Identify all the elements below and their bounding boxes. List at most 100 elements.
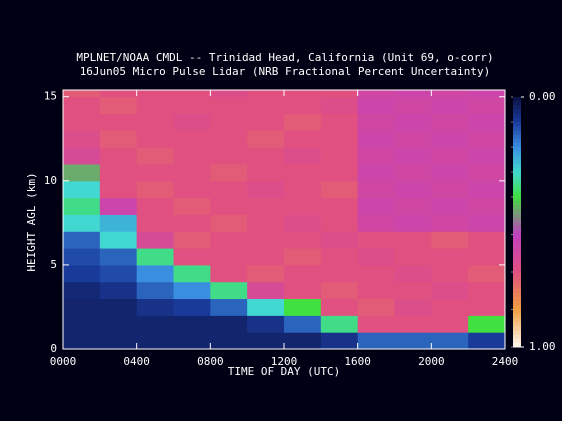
heatmap-cell <box>210 164 248 182</box>
heatmap-cell <box>431 147 469 165</box>
heatmap-cell <box>210 130 248 148</box>
heatmap-cell <box>431 130 469 148</box>
heatmap-cell <box>63 180 101 199</box>
colorbar-segment <box>513 305 521 310</box>
heatmap-cell <box>431 214 469 232</box>
heatmap-cell <box>357 264 395 283</box>
heatmap-cell <box>468 298 506 316</box>
colorbar-segment <box>513 109 521 115</box>
heatmap-cell <box>284 90 322 98</box>
colorbar-segment <box>513 263 521 269</box>
heatmap-cell <box>99 90 138 98</box>
heatmap-cell <box>320 147 359 165</box>
heatmap-cell <box>247 315 285 333</box>
colorbar-segment <box>513 217 521 223</box>
heatmap-cell <box>394 147 432 165</box>
heatmap-cell <box>357 197 395 215</box>
heatmap-cell <box>431 298 469 316</box>
heatmap-cell <box>210 315 248 333</box>
colorbar-segment <box>513 288 521 294</box>
heatmap-cell <box>394 197 432 215</box>
colorbar-segment <box>513 280 521 285</box>
heatmap-cell <box>357 248 395 266</box>
colorbar-segment <box>513 113 521 119</box>
heatmap-cell <box>210 113 248 131</box>
heatmap-cell <box>468 90 506 98</box>
x-tick-label: 1200 <box>271 355 298 368</box>
chart-subtitle: 16Jun05 Micro Pulse Lidar (NRB Fractiona… <box>80 65 491 78</box>
heatmap-cell <box>99 281 138 300</box>
heatmap-cell <box>357 315 395 333</box>
heatmap-cell <box>247 298 285 316</box>
heatmap-cell <box>210 180 248 199</box>
heatmap-cell <box>284 130 322 148</box>
heatmap-cell <box>320 281 359 300</box>
colorbar-segment <box>513 301 521 306</box>
heatmap-cell <box>468 315 506 333</box>
heatmap-cell <box>431 180 469 199</box>
heatmap-cell <box>247 231 285 249</box>
heatmap-cell <box>136 264 174 283</box>
heatmap-cell <box>173 96 211 115</box>
heatmap-cell <box>320 298 359 316</box>
x-tick-label: 2400 <box>492 355 519 368</box>
heatmap-cell <box>136 298 174 316</box>
colorbar-segment <box>513 317 521 323</box>
chart-title: MPLNET/NOAA CMDL -- Trinidad Head, Calif… <box>76 51 493 64</box>
heatmap-cell <box>320 248 359 266</box>
heatmap-cell <box>468 130 506 148</box>
colorbar-segment <box>513 297 521 302</box>
colorbar-segment <box>513 326 521 331</box>
colorbar-segment <box>513 234 521 240</box>
heatmap-cell <box>210 90 248 98</box>
heatmap-cell <box>320 197 359 215</box>
heatmap-cell <box>63 197 101 215</box>
heatmap-cell <box>394 281 432 300</box>
colorbar-segment <box>513 188 521 194</box>
colorbar-segment <box>513 213 521 219</box>
heatmap-cell <box>394 332 432 350</box>
heatmap-cell <box>394 130 432 148</box>
colorbar-segment <box>513 313 521 319</box>
heatmap-cell <box>284 264 322 283</box>
heatmap-cell <box>136 281 174 300</box>
colorbar-segment <box>513 259 521 265</box>
heatmap-cell <box>431 281 469 300</box>
colorbar-segment <box>513 176 521 181</box>
heatmap-cell <box>357 298 395 316</box>
colorbar-segment <box>513 342 521 348</box>
heatmap-cell <box>431 164 469 182</box>
heatmap-cell <box>136 180 174 199</box>
heatmap-cell <box>320 130 359 148</box>
heatmap-cell <box>99 164 138 182</box>
heatmap-cell <box>136 197 174 215</box>
heatmap-cell <box>431 264 469 283</box>
heatmap-cell <box>247 214 285 232</box>
heatmap-cell <box>320 231 359 249</box>
heatmap-cell <box>357 231 395 249</box>
heatmap-cell <box>468 264 506 283</box>
y-axis-label: HEIGHT AGL (km) <box>25 172 38 271</box>
colorbar-segment <box>513 142 521 148</box>
heatmap-cell <box>284 113 322 131</box>
heatmap-cell <box>210 281 248 300</box>
heatmap-cell <box>173 147 211 165</box>
heatmap-cell <box>210 332 248 350</box>
heatmap-cell <box>63 231 101 249</box>
colorbar-segment <box>513 322 521 327</box>
heatmap-cell <box>173 180 211 199</box>
heatmap-cell <box>468 180 506 199</box>
heatmap-cell <box>357 332 395 350</box>
heatmap-cell <box>320 214 359 232</box>
heatmap-cell <box>173 164 211 182</box>
colorbar-segment <box>513 284 521 290</box>
heatmap-cell <box>284 231 322 249</box>
heatmap-cell <box>63 214 101 232</box>
colorbar-segment <box>513 97 521 102</box>
heatmap-cell <box>284 164 322 182</box>
colorbar-segment <box>513 251 521 256</box>
heatmap-cell <box>431 96 469 115</box>
heatmap-cell <box>284 180 322 199</box>
heatmap-cell <box>136 147 174 165</box>
